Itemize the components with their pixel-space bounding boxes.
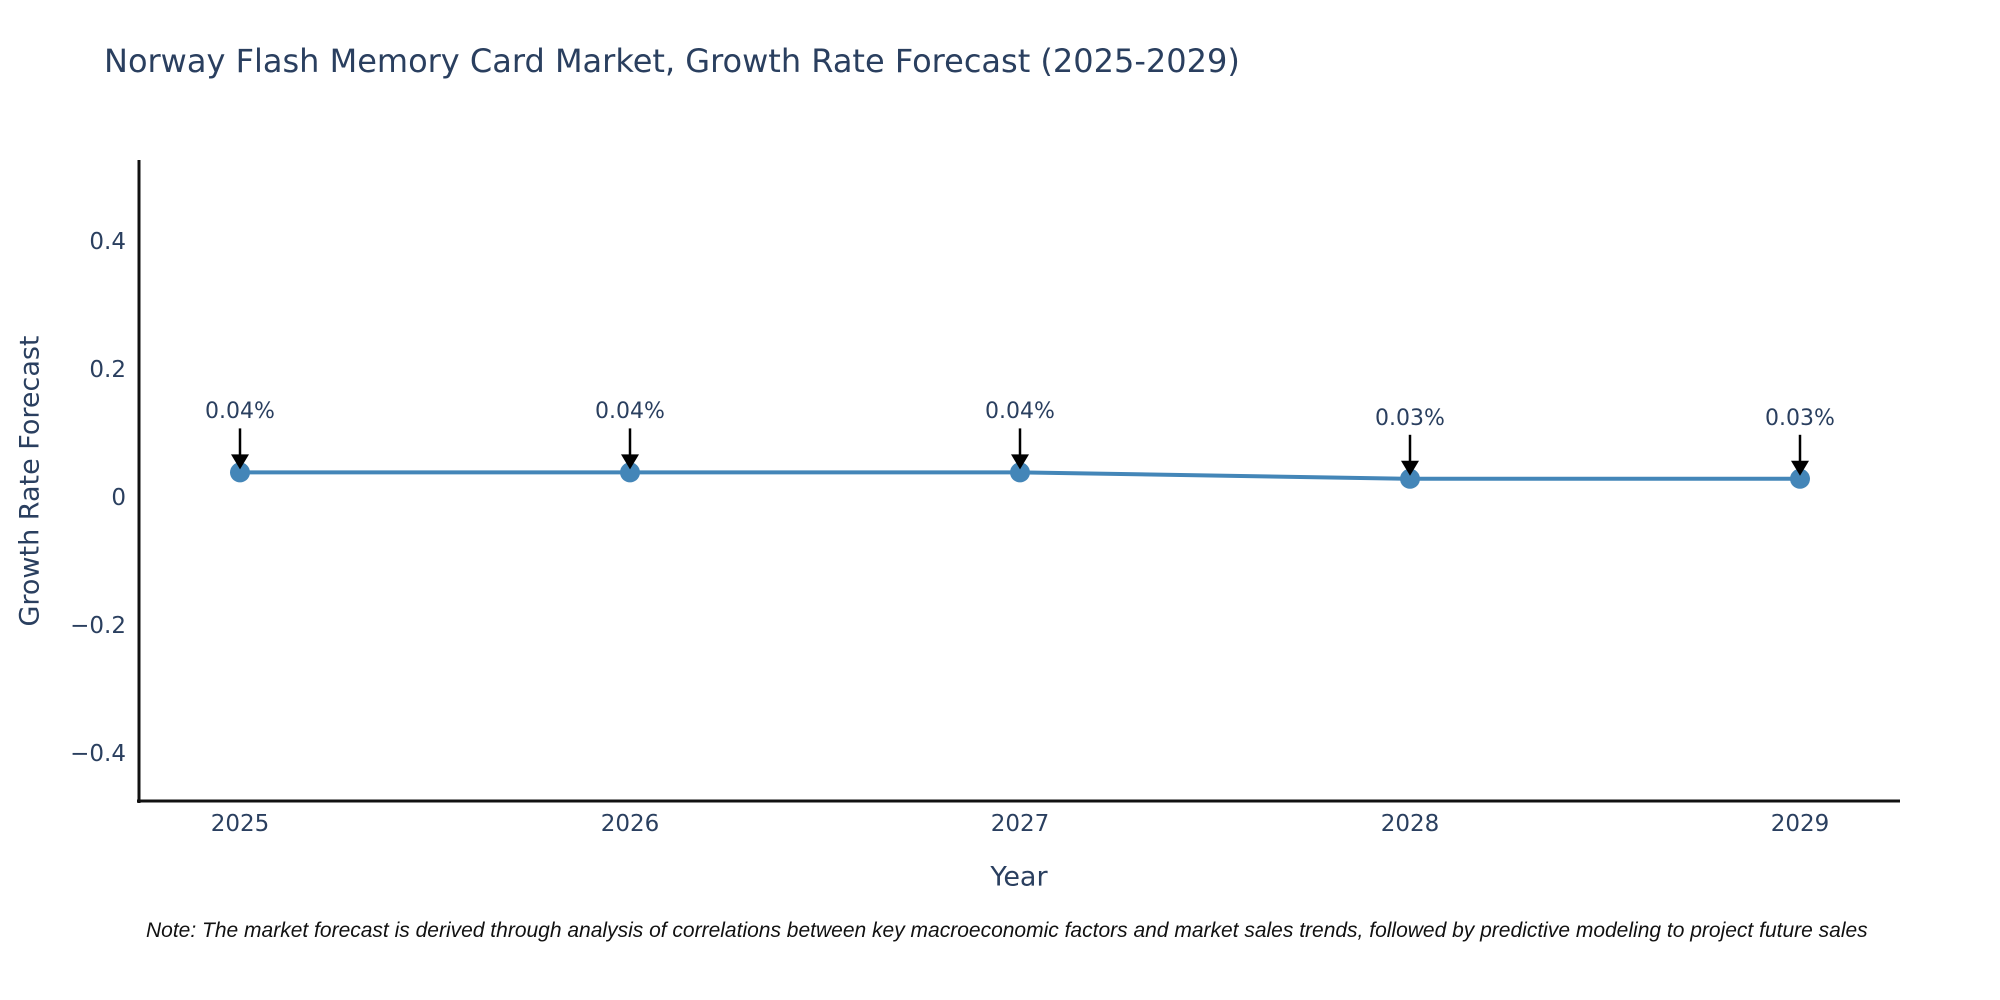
annotation-arrowhead (231, 454, 249, 470)
x-axis-title: Year (990, 861, 1048, 893)
x-tick-label: 2026 (600, 811, 660, 837)
y-tick-label: −0.2 (70, 613, 126, 639)
x-tick-label: 2025 (210, 811, 270, 837)
chart-title: Norway Flash Memory Card Market, Growth … (104, 42, 1240, 80)
point-annotation: 0.04% (205, 399, 275, 425)
y-tick-label: 0 (111, 485, 126, 511)
y-tick-label: −0.4 (70, 741, 126, 767)
data-point-marker (1790, 468, 1810, 489)
data-point-marker (230, 462, 250, 483)
annotation-arrowhead (1011, 454, 1029, 470)
data-point-marker (620, 462, 640, 483)
annotation-arrowhead (1401, 460, 1419, 476)
x-tick-label: 2029 (1770, 811, 1830, 837)
point-annotation: 0.03% (1765, 405, 1835, 431)
x-tick-label: 2027 (990, 811, 1050, 837)
point-annotation: 0.03% (1375, 405, 1445, 431)
y-tick-label: 0.2 (89, 357, 126, 383)
annotation-arrowhead (621, 454, 639, 470)
x-tick-label: 2028 (1380, 811, 1440, 837)
data-point-marker (1400, 468, 1420, 489)
y-tick-label: 0.4 (89, 229, 126, 255)
data-point-marker (1010, 462, 1030, 483)
annotation-arrowhead (1791, 460, 1809, 476)
point-annotation: 0.04% (595, 399, 665, 425)
footnote: Note: The market forecast is derived thr… (146, 919, 1868, 942)
point-annotation: 0.04% (985, 399, 1055, 425)
